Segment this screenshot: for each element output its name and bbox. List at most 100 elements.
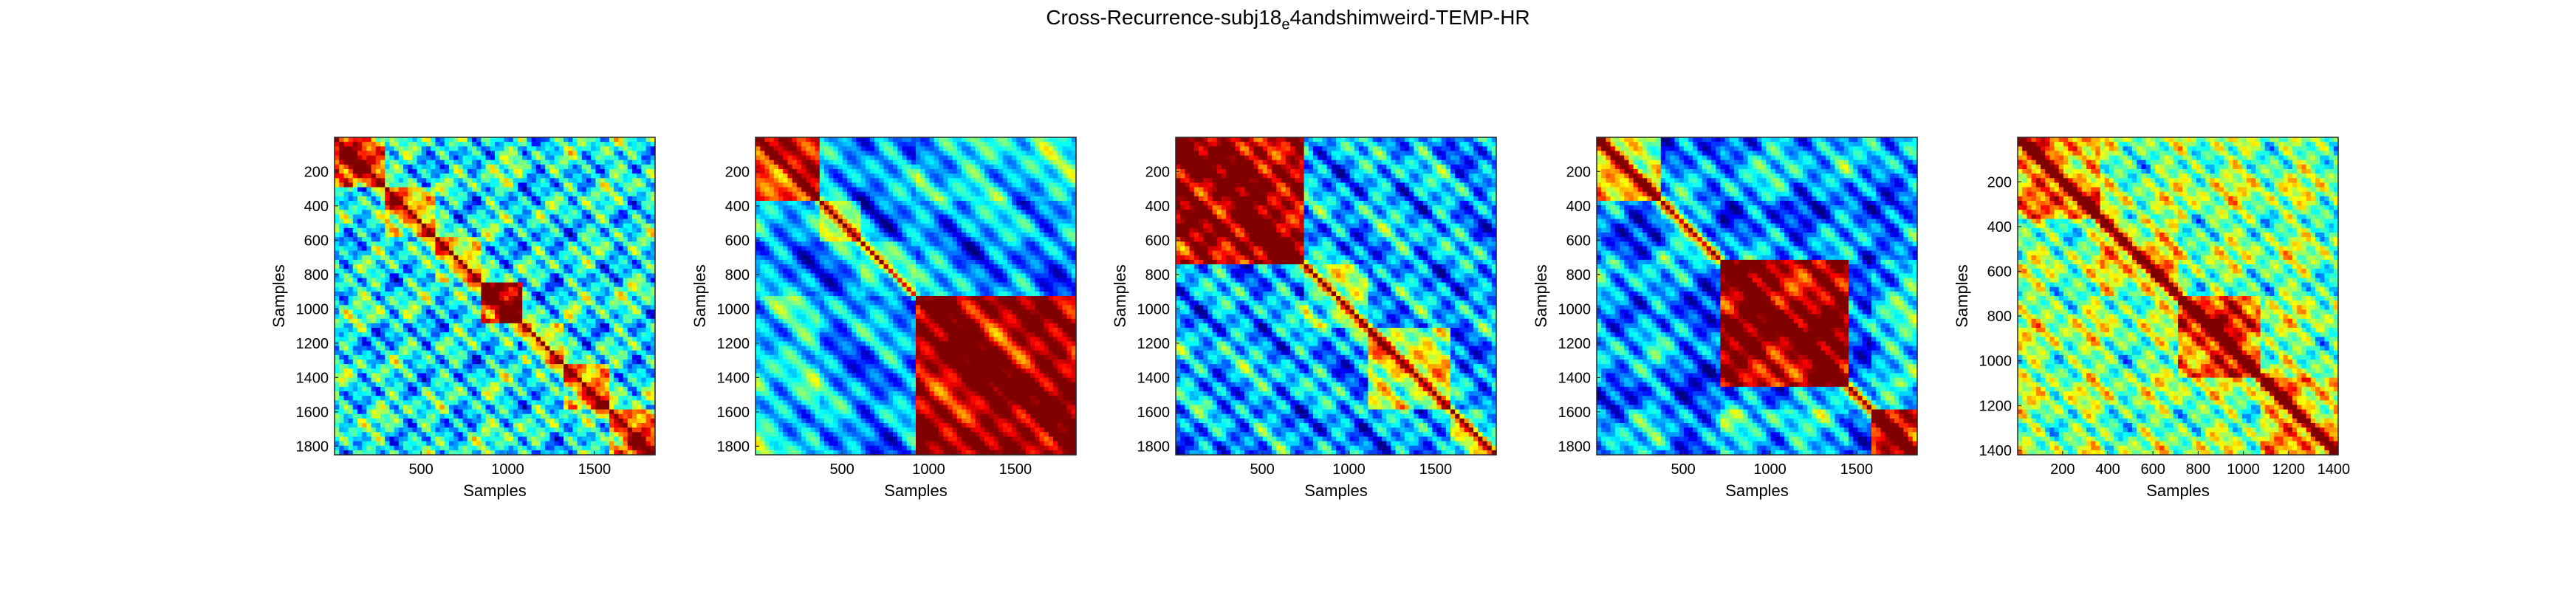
heatmap-cell [586, 418, 592, 424]
heatmap-cell [449, 164, 454, 170]
heatmap-cell [394, 237, 400, 242]
heatmap-cell [614, 169, 619, 174]
heatmap-cell [412, 214, 418, 220]
heatmap-cell [641, 314, 647, 320]
heatmap-cell [577, 346, 583, 351]
heatmap-cell [591, 386, 596, 392]
heatmap-cell [535, 309, 541, 315]
heatmap-cell [403, 137, 408, 142]
heatmap-cell [375, 269, 381, 274]
heatmap-cell [366, 432, 372, 438]
heatmap-cell [348, 396, 354, 401]
heatmap-cell [591, 278, 596, 284]
heatmap-cell [637, 164, 642, 170]
heatmap-cell [632, 137, 637, 142]
heatmap-cell [444, 441, 450, 447]
heatmap-cell [449, 241, 454, 247]
heatmap-cell [362, 450, 367, 456]
heatmap-cell [472, 173, 477, 179]
heatmap-cell [476, 373, 482, 379]
heatmap-cell [554, 391, 560, 396]
heatmap-cell [508, 373, 514, 379]
heatmap-cell [417, 233, 422, 238]
heatmap-cell [389, 151, 395, 157]
heatmap-cell [554, 159, 560, 165]
heatmap-cell [641, 350, 647, 356]
heatmap-cell [375, 445, 381, 451]
heatmap-cell [431, 377, 436, 383]
heatmap-cell [403, 436, 408, 442]
heatmap-cell [476, 341, 482, 347]
y-tick-label: 600 [304, 233, 329, 249]
heatmap-cell [531, 450, 537, 456]
heatmap-cell [518, 182, 523, 188]
heatmap-cell [609, 250, 614, 256]
heatmap-cell [609, 227, 614, 233]
heatmap-cell [343, 386, 349, 392]
heatmap-cell [375, 441, 381, 447]
heatmap-cell [485, 296, 491, 301]
heatmap-cell [431, 368, 436, 374]
heatmap-cell [467, 328, 473, 333]
heatmap-cell [462, 255, 468, 261]
heatmap-cell [572, 377, 578, 383]
heatmap-cell [586, 155, 592, 161]
heatmap-cell [421, 196, 427, 202]
heatmap-cell [495, 323, 500, 329]
heatmap-cell [564, 146, 569, 152]
heatmap-cell [481, 432, 487, 438]
heatmap-cell [623, 196, 628, 202]
heatmap-cell [352, 382, 358, 388]
heatmap-cell [564, 373, 569, 379]
heatmap-cell [417, 337, 422, 343]
heatmap-cell [339, 282, 344, 288]
heatmap-cell [366, 423, 372, 428]
heatmap-cell [352, 255, 358, 261]
heatmap-cell [618, 341, 624, 347]
heatmap-cell [385, 373, 390, 379]
heatmap-cell [541, 291, 546, 297]
heatmap-cell [490, 201, 496, 206]
heatmap-cell [490, 305, 496, 311]
heatmap-cell [650, 282, 656, 288]
heatmap-cell [417, 305, 422, 311]
heatmap-cell [508, 159, 514, 165]
heatmap-cell [641, 259, 647, 265]
heatmap-cell [508, 151, 514, 157]
heatmap-cell [348, 291, 354, 297]
heatmap-cell [600, 237, 606, 242]
heatmap-cell [568, 413, 573, 419]
heatmap-cell [614, 432, 619, 438]
heatmap-cell [371, 318, 377, 324]
heatmap-cell [558, 441, 564, 447]
heatmap-cell [426, 237, 431, 242]
heatmap-cell [541, 137, 546, 142]
heatmap-cell [343, 142, 349, 147]
heatmap-cell [352, 436, 358, 442]
heatmap-cell [568, 250, 573, 256]
heatmap-cell [541, 233, 546, 238]
heatmap-cell [385, 205, 390, 210]
heatmap-cell [357, 314, 363, 320]
heatmap-cell [348, 182, 354, 188]
heatmap-cell [362, 364, 367, 369]
heatmap-cell [398, 318, 404, 324]
heatmap-cell [339, 278, 344, 284]
heatmap-cell [417, 278, 422, 284]
heatmap-cell [412, 241, 418, 247]
heatmap-cell [408, 418, 413, 424]
heatmap-cell [403, 219, 408, 224]
heatmap-cell [577, 159, 583, 165]
heatmap-cell [499, 278, 504, 284]
heatmap-cell [614, 227, 619, 233]
heatmap-cell [343, 396, 349, 401]
heatmap-cell [352, 309, 358, 315]
heatmap-cell [549, 382, 555, 388]
heatmap-cell [504, 278, 510, 284]
heatmap-cell [535, 368, 541, 374]
heatmap-cell [421, 400, 427, 406]
heatmap-cell [467, 178, 473, 184]
heatmap-cell [586, 314, 592, 320]
heatmap-cell [439, 142, 445, 147]
heatmap-cell [637, 259, 642, 265]
